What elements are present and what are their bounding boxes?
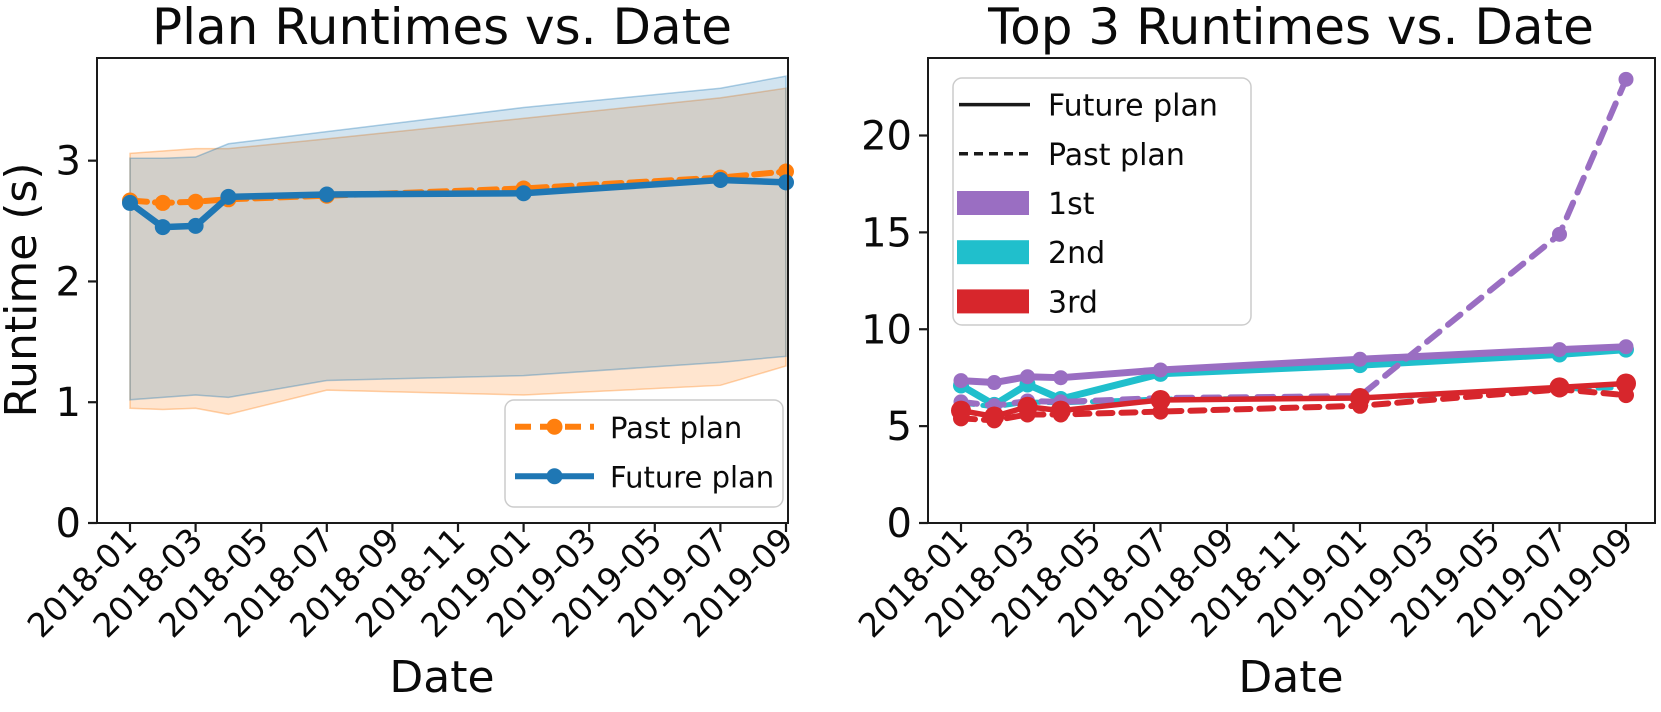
y-tick-label: 1 xyxy=(56,380,81,426)
left-axes: 2018-012018-032018-052018-072018-092018-… xyxy=(20,57,801,645)
y-tick-label: 3 xyxy=(56,139,81,185)
marker-3rd-future-plan xyxy=(1050,400,1071,421)
y-tick-label: 15 xyxy=(861,210,912,256)
right-axes: 2018-012018-032018-052018-072018-092018-… xyxy=(851,57,1656,645)
marker-3rd-future-plan xyxy=(1150,389,1171,410)
left-y-axis-label: Runtime (s) xyxy=(0,162,47,417)
marker-past-plan xyxy=(154,194,171,211)
marker-1st-future-plan xyxy=(953,373,969,389)
y-tick-label: 2 xyxy=(56,259,81,305)
left-chart-title: Plan Runtimes vs. Date xyxy=(152,0,732,56)
legend-label-future-plan: Future plan xyxy=(1048,89,1218,124)
legend-label-1st: 1st xyxy=(1048,187,1095,222)
marker-3rd-future-plan xyxy=(1350,388,1370,409)
marker-future-plan xyxy=(515,185,532,202)
marker-3rd-future-plan xyxy=(1549,377,1570,398)
legend-label-past-plan: Past plan xyxy=(610,411,742,445)
legend-label-past-plan: Past plan xyxy=(1048,138,1185,173)
legend-marker-future-plan xyxy=(546,468,563,485)
marker-3rd-future-plan xyxy=(1017,396,1038,417)
marker-future-plan xyxy=(220,188,237,205)
legend-patch-3rd xyxy=(957,289,1029,314)
legend-label-2nd: 2nd xyxy=(1048,236,1105,271)
left-x-axis-label: Date xyxy=(389,652,494,703)
y-tick-label: 0 xyxy=(887,501,912,547)
marker-1st-past-plan xyxy=(1552,226,1567,242)
legend-patch-2nd xyxy=(957,240,1029,265)
marker-future-plan xyxy=(712,171,729,188)
y-tick-label: 10 xyxy=(861,307,912,353)
legend-label-future-plan: Future plan xyxy=(610,460,774,494)
marker-1st-future-plan xyxy=(1053,370,1069,386)
marker-3rd-future-plan xyxy=(951,400,971,421)
marker-1st-future-plan xyxy=(986,375,1002,391)
marker-1st-future-plan xyxy=(1352,351,1368,367)
axes-frame xyxy=(96,57,789,524)
marker-future-plan xyxy=(187,217,204,234)
marker-past-plan xyxy=(187,193,204,210)
marker-future-plan xyxy=(318,186,335,203)
band-past-plan-range xyxy=(129,87,787,416)
legend-label-3rd: 3rd xyxy=(1048,285,1098,320)
band-future-plan-range xyxy=(129,75,787,401)
marker-future-plan xyxy=(122,194,138,211)
marker-3rd-future-plan xyxy=(984,406,1005,427)
marker-1st-future-plan xyxy=(1552,342,1567,358)
right-chart-title: Top 3 Runtimes vs. Date xyxy=(987,0,1594,56)
marker-3rd-future-plan xyxy=(1616,373,1636,394)
marker-future-plan xyxy=(778,174,794,191)
legend-marker-past-plan xyxy=(546,418,563,435)
y-tick-label: 20 xyxy=(861,114,912,160)
marker-1st-future-plan xyxy=(1020,369,1035,385)
marker-1st-future-plan xyxy=(1618,339,1634,355)
y-tick-label: 0 xyxy=(56,501,81,547)
right-x-axis-label: Date xyxy=(1238,652,1343,703)
marker-1st-past-plan xyxy=(1618,71,1634,87)
y-tick-label: 5 xyxy=(887,404,912,450)
marker-future-plan xyxy=(154,219,171,236)
marker-1st-future-plan xyxy=(1153,362,1168,378)
axes-frame xyxy=(927,57,1656,524)
legend-patch-1st xyxy=(957,191,1029,215)
